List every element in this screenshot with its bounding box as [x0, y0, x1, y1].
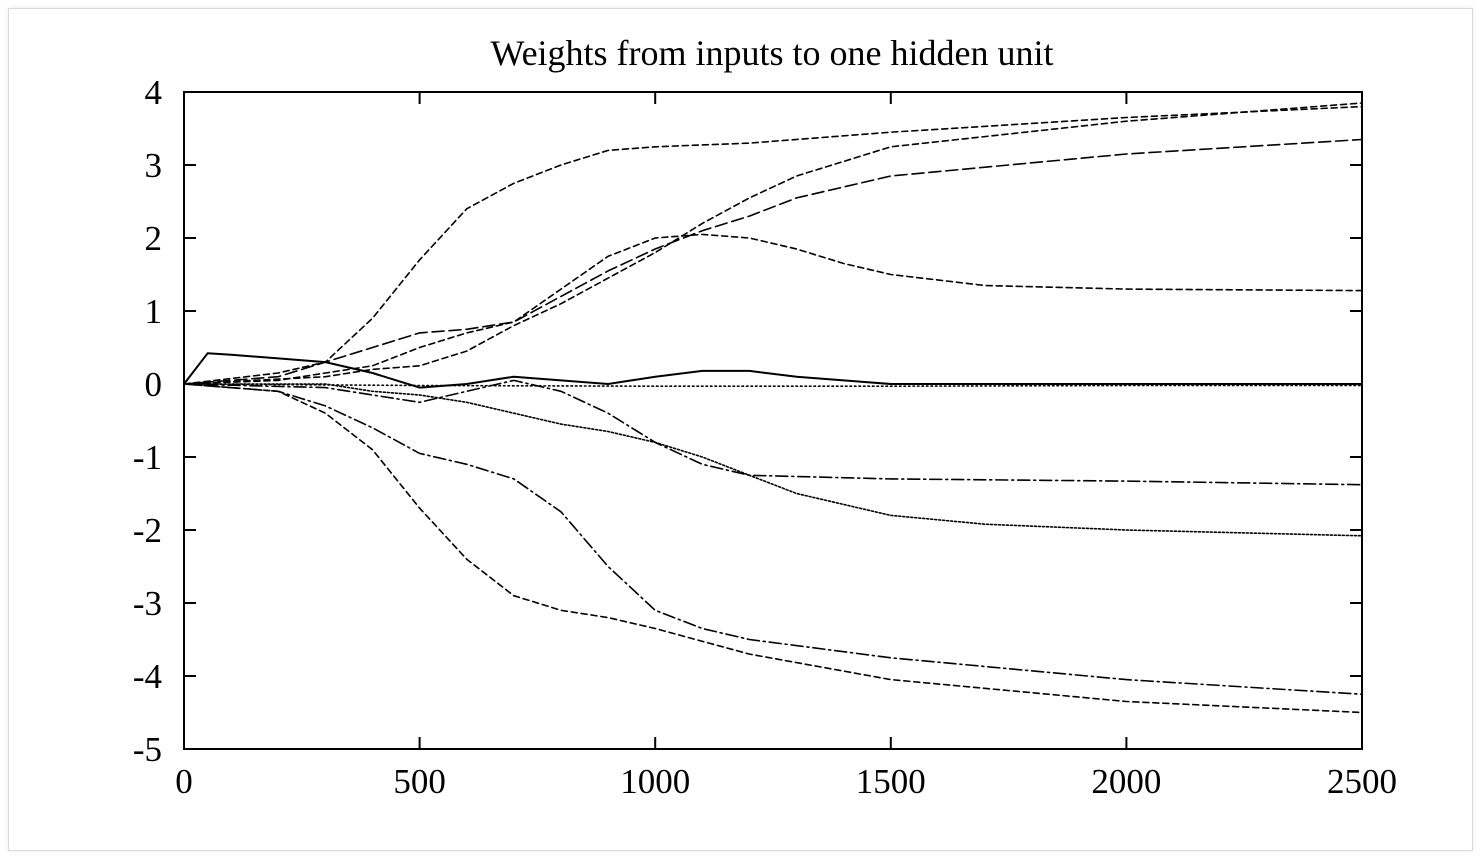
- y-tick-label: -4: [133, 657, 162, 696]
- series-line-9: [183, 383, 1363, 696]
- axis-ticks: [183, 91, 1363, 750]
- y-tick-label: -3: [133, 584, 162, 623]
- series-line-3: [183, 138, 1363, 385]
- series-line-5: [183, 352, 1363, 389]
- chart-frame: Weights from inputs to one hidden unit 0…: [8, 8, 1473, 851]
- x-tick-label: 1000: [620, 762, 690, 801]
- y-tick-label: -2: [133, 511, 162, 550]
- y-tick-label: -1: [133, 438, 162, 477]
- y-tick-label: 4: [145, 73, 163, 112]
- y-tick-label: 1: [145, 292, 163, 331]
- series-line-4: [183, 233, 1363, 385]
- series-line-2: [183, 102, 1363, 385]
- series-line-6: [183, 383, 1363, 387]
- plot-border: [183, 91, 1363, 750]
- x-tick-label: 2500: [1327, 762, 1397, 801]
- x-axis-labels: 0 500 1000 1500 2000 2500: [175, 762, 1397, 801]
- x-tick-label: 1500: [856, 762, 926, 801]
- series-lines: [183, 102, 1363, 714]
- series-line-1: [183, 105, 1363, 385]
- y-tick-label: 2: [145, 219, 163, 258]
- chart-title: Weights from inputs to one hidden unit: [490, 33, 1053, 73]
- y-tick-label: 3: [145, 146, 163, 185]
- x-tick-label: 0: [175, 762, 193, 801]
- plot-area: [183, 91, 1363, 750]
- y-tick-label: -5: [133, 730, 162, 769]
- series-line-8: [183, 383, 1363, 537]
- series-line-7: [183, 379, 1363, 486]
- series-line-10: [183, 383, 1363, 714]
- x-tick-label: 2000: [1091, 762, 1161, 801]
- y-axis-labels: 4 3 2 1 0 -1 -2 -3 -4 -5: [133, 73, 162, 769]
- line-chart: Weights from inputs to one hidden unit 0…: [133, 33, 1397, 801]
- x-tick-label: 500: [393, 762, 446, 801]
- y-tick-label: 0: [145, 365, 163, 404]
